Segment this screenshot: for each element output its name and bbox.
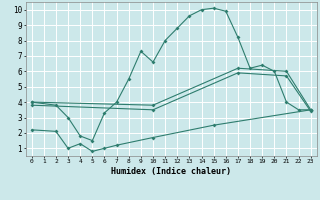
X-axis label: Humidex (Indice chaleur): Humidex (Indice chaleur) bbox=[111, 167, 231, 176]
